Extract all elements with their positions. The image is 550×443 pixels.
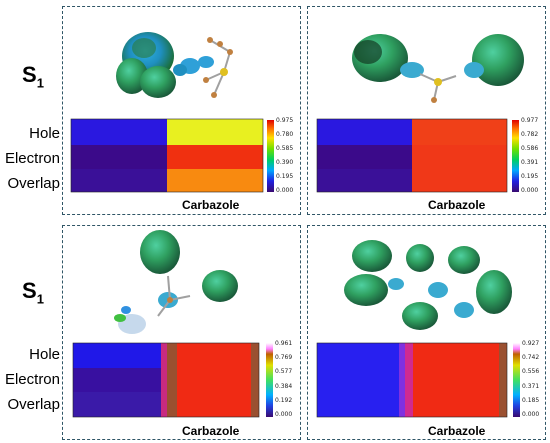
cell-overlap-left	[71, 169, 167, 192]
row-label-hole-top: Hole	[29, 125, 60, 142]
cell-overlap-right	[167, 169, 263, 192]
x-label-top-left: Carbazole	[182, 198, 240, 212]
state-label-top: S1	[22, 62, 44, 91]
heatmap-top-right	[316, 118, 519, 193]
heatmap-bottom-right	[316, 342, 520, 418]
state-label-bottom: S1	[22, 278, 44, 307]
cb3-tick-4: 0.192	[275, 397, 293, 404]
cb2-tick-0: 0.977	[521, 117, 539, 124]
x-label-top-right: Carbazole	[428, 198, 486, 212]
cb2-tick-4: 0.195	[521, 173, 539, 180]
cb2-tick-3: 0.391	[521, 159, 539, 166]
cb2-tick-1: 0.782	[521, 131, 539, 138]
cb3-tick-5: 0.000	[275, 411, 293, 418]
molecule-image-top-right	[352, 34, 524, 103]
colorbar-bottom-left	[266, 343, 273, 417]
molecule-image-bottom-right	[344, 240, 512, 330]
row-label-electron-bottom: Electron	[4, 371, 60, 388]
cb2-tick-2: 0.586	[521, 145, 539, 152]
cb4-tick-5: 0.000	[522, 411, 540, 418]
row-label-overlap-bottom: Overlap	[7, 396, 60, 413]
cb4-tick-4: 0.185	[522, 397, 540, 404]
heatmap-top-left	[70, 118, 274, 193]
colorbar-bottom-right	[513, 343, 520, 417]
cb4-tick-3: 0.371	[522, 383, 540, 390]
panel-top-right	[307, 6, 546, 215]
heatmap-bottom-left	[72, 342, 273, 418]
cb1-tick-4: 0.195	[276, 173, 294, 180]
x-label-bottom-left: Carbazole	[182, 424, 240, 438]
row-label-overlap-top: Overlap	[7, 175, 60, 192]
panel-bottom-right	[307, 225, 546, 440]
cell-electron-left	[71, 145, 167, 169]
cb4-tick-1: 0.742	[522, 354, 540, 361]
panel-top-left	[62, 6, 301, 215]
panel-bottom-left	[62, 225, 301, 440]
cb3-tick-0: 0.961	[275, 340, 293, 347]
cb3-tick-2: 0.577	[275, 368, 293, 375]
cb4-tick-2: 0.556	[522, 368, 540, 375]
cb3-tick-3: 0.384	[275, 383, 293, 390]
cell-hole-left	[71, 119, 167, 145]
cb1-tick-5: 0.000	[276, 187, 294, 194]
cb2-tick-5: 0.000	[521, 187, 539, 194]
cb1-tick-2: 0.585	[276, 145, 294, 152]
cb4-tick-0: 0.927	[522, 340, 540, 347]
cell-hole-right	[167, 119, 263, 145]
cb1-tick-3: 0.390	[276, 159, 294, 166]
cb3-tick-1: 0.769	[275, 354, 293, 361]
molecule-image-bottom-left	[114, 230, 238, 334]
cb1-tick-1: 0.780	[276, 131, 294, 138]
cell-electron-right	[167, 145, 263, 169]
row-label-hole-bottom: Hole	[29, 346, 60, 363]
molecule-image-top-left	[116, 32, 233, 98]
colorbar-top-right	[512, 120, 519, 192]
cb1-tick-0: 0.975	[276, 117, 294, 124]
colorbar-top-left	[267, 120, 274, 192]
row-label-electron-top: Electron	[4, 150, 60, 167]
x-label-bottom-right: Carbazole	[428, 424, 486, 438]
